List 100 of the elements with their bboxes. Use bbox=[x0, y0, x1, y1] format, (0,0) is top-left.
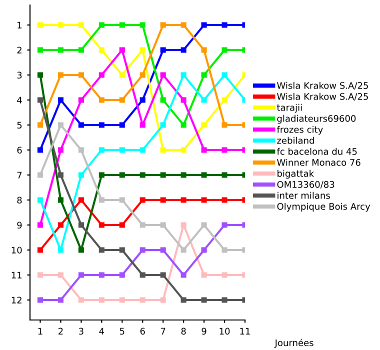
legend-label: frozes city bbox=[276, 126, 323, 135]
point bbox=[160, 172, 166, 178]
point bbox=[201, 297, 207, 303]
point bbox=[119, 222, 125, 228]
point bbox=[98, 222, 104, 228]
point bbox=[37, 272, 44, 278]
point bbox=[119, 272, 125, 278]
point bbox=[160, 247, 166, 253]
point bbox=[78, 122, 84, 128]
point bbox=[98, 247, 104, 253]
legend-label: Olympique Bois Arcy bbox=[277, 202, 370, 212]
point bbox=[222, 197, 228, 203]
legend-label: inter milans bbox=[278, 192, 330, 199]
x-tick-label: 9 bbox=[202, 328, 206, 335]
point bbox=[37, 22, 44, 28]
y-tick-label: 6 bbox=[17, 146, 22, 154]
point bbox=[119, 97, 125, 103]
point bbox=[222, 297, 228, 303]
point bbox=[98, 197, 104, 203]
y-tick-label: 9 bbox=[17, 222, 22, 229]
point bbox=[201, 147, 207, 153]
x-axis-title: Journées bbox=[274, 338, 314, 348]
point bbox=[160, 47, 166, 53]
point bbox=[78, 22, 84, 28]
point bbox=[222, 97, 228, 103]
point bbox=[78, 197, 84, 203]
x-tick-label: 7 bbox=[160, 328, 166, 334]
point bbox=[58, 122, 64, 128]
point bbox=[201, 97, 207, 103]
y-tick-label: 10 bbox=[12, 246, 22, 254]
x-tick-label: 10 bbox=[220, 328, 230, 335]
point bbox=[222, 122, 228, 128]
point bbox=[140, 122, 146, 128]
point bbox=[180, 197, 186, 203]
point bbox=[180, 72, 186, 78]
point bbox=[160, 122, 166, 128]
point bbox=[37, 222, 44, 228]
point bbox=[119, 297, 125, 303]
point bbox=[119, 247, 125, 253]
x-tick-label: 1 bbox=[38, 328, 42, 334]
point bbox=[98, 22, 104, 28]
point bbox=[58, 172, 64, 178]
point bbox=[201, 272, 207, 278]
point bbox=[98, 172, 104, 178]
y-tick-label: 11 bbox=[12, 272, 22, 278]
point bbox=[222, 22, 228, 28]
point bbox=[140, 247, 146, 253]
point bbox=[160, 22, 166, 28]
y-tick-label: 4 bbox=[17, 96, 22, 104]
point bbox=[119, 172, 125, 178]
point bbox=[160, 297, 166, 303]
point bbox=[119, 72, 125, 78]
point bbox=[222, 147, 228, 153]
x-tick-label: 3 bbox=[79, 328, 84, 335]
point bbox=[78, 72, 84, 78]
point bbox=[78, 97, 84, 103]
point bbox=[98, 122, 104, 128]
point bbox=[140, 22, 146, 28]
point bbox=[180, 222, 186, 228]
point bbox=[58, 97, 64, 103]
legend-label: zebiland bbox=[277, 136, 314, 144]
point bbox=[180, 172, 186, 178]
point bbox=[58, 272, 64, 278]
point bbox=[37, 247, 44, 253]
point bbox=[222, 72, 228, 78]
point bbox=[201, 72, 207, 78]
point bbox=[78, 297, 84, 303]
point bbox=[78, 172, 84, 178]
legend-label: fc bacelona du 45 bbox=[276, 148, 357, 155]
point bbox=[222, 272, 228, 278]
point bbox=[119, 122, 125, 128]
point bbox=[201, 247, 207, 253]
point bbox=[222, 222, 228, 228]
point bbox=[58, 22, 64, 28]
point bbox=[58, 297, 64, 303]
point bbox=[58, 47, 64, 53]
point bbox=[222, 47, 228, 53]
point bbox=[160, 97, 166, 103]
x-tick-label: 5 bbox=[120, 328, 124, 335]
point bbox=[201, 22, 207, 28]
point bbox=[98, 297, 104, 303]
y-tick-label: 1 bbox=[18, 22, 22, 28]
point bbox=[201, 122, 207, 128]
point bbox=[98, 72, 104, 78]
legend-label: Wisla Krakow S.A/25 bbox=[277, 82, 368, 90]
point bbox=[160, 147, 166, 153]
point bbox=[222, 247, 228, 253]
y-tick-label: 3 bbox=[17, 72, 22, 79]
point bbox=[180, 272, 186, 278]
point bbox=[78, 222, 84, 228]
point bbox=[37, 197, 44, 203]
point bbox=[160, 272, 166, 278]
x-tick-label: 8 bbox=[181, 328, 186, 335]
point bbox=[98, 272, 104, 278]
legend-label: Wisla Krakow S.A/25 bbox=[277, 92, 368, 101]
x-tick-label: 11 bbox=[240, 328, 250, 334]
point bbox=[160, 197, 166, 203]
point bbox=[98, 147, 104, 153]
y-tick-label: 5 bbox=[17, 122, 22, 129]
point bbox=[180, 97, 186, 103]
